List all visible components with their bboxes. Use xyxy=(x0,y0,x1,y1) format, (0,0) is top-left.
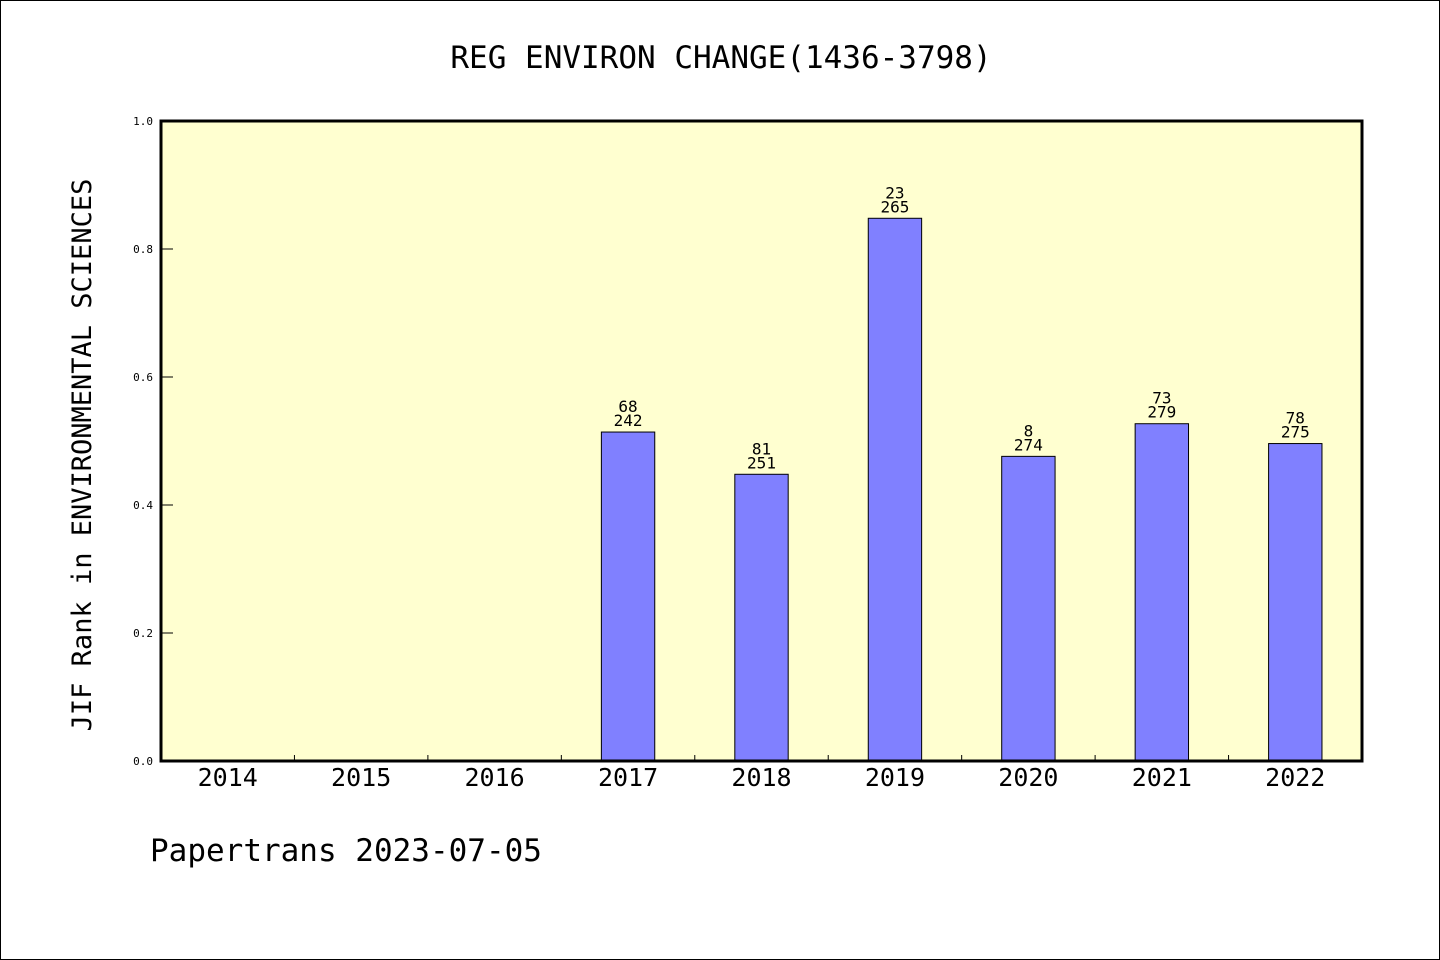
plot-frame xyxy=(159,119,1364,763)
footer-credit: Papertrans 2023-07-05 xyxy=(150,833,542,869)
bar-2018 xyxy=(734,473,789,762)
y-tick-label-0.2: 0.2 xyxy=(133,627,153,640)
chart-title: REG ENVIRON CHANGE(1436-3798) xyxy=(450,40,991,76)
y-tick-label-1.0: 1.0 xyxy=(133,115,153,128)
x-tick-label-2017: 2017 xyxy=(598,763,658,792)
x-tick-label-2020: 2020 xyxy=(998,763,1058,792)
x-tick-label-2022: 2022 xyxy=(1265,763,1325,792)
x-tick-label-2019: 2019 xyxy=(865,763,925,792)
bar-total-label-2019: 265 xyxy=(880,197,909,216)
bar-rank-label-2020: 8 xyxy=(1024,421,1034,440)
y-tick-label-0.8: 0.8 xyxy=(133,243,153,256)
x-tick-label-2015: 2015 xyxy=(331,763,391,792)
bars-layer xyxy=(600,217,1323,762)
bar-rank-label-2022: 78 xyxy=(1286,409,1305,428)
y-axis-label: JIF Rank in ENVIRONMENTAL SCIENCES xyxy=(67,179,98,732)
axes-layer: 2014 2015 2016 2017 2018 2019 2020 2021 2022 0.0 0… xyxy=(133,115,1325,792)
x-tick-label-2021: 2021 xyxy=(1132,763,1192,792)
bar-total-label-2017: 242 xyxy=(614,411,643,430)
x-tick-label-2016: 2016 xyxy=(465,763,525,792)
bar-total-label-2021: 279 xyxy=(1147,403,1176,422)
y-tick-label-0.6: 0.6 xyxy=(133,371,153,384)
x-tick-label-2018: 2018 xyxy=(731,763,791,792)
bar-total-label-2020: 274 xyxy=(1014,435,1043,454)
bar-2019 xyxy=(867,217,923,762)
bar-rank-label-2017: 68 xyxy=(618,397,637,416)
bar-rank-label-2021: 73 xyxy=(1152,389,1171,408)
y-tick-label-0.0: 0.0 xyxy=(133,755,153,768)
x-tick-label-2014: 2014 xyxy=(198,763,258,792)
bar-2020 xyxy=(1001,455,1056,762)
bar-rank-label-2018: 81 xyxy=(752,439,771,458)
bar-2022 xyxy=(1268,443,1323,762)
bar-2021 xyxy=(1134,423,1190,762)
bar-rank-label-2019: 23 xyxy=(885,183,904,202)
bar-total-label-2018: 251 xyxy=(747,453,776,472)
y-tick-label-0.4: 0.4 xyxy=(133,499,153,512)
bar-2017 xyxy=(600,431,656,762)
bar-total-label-2022: 275 xyxy=(1281,423,1310,442)
